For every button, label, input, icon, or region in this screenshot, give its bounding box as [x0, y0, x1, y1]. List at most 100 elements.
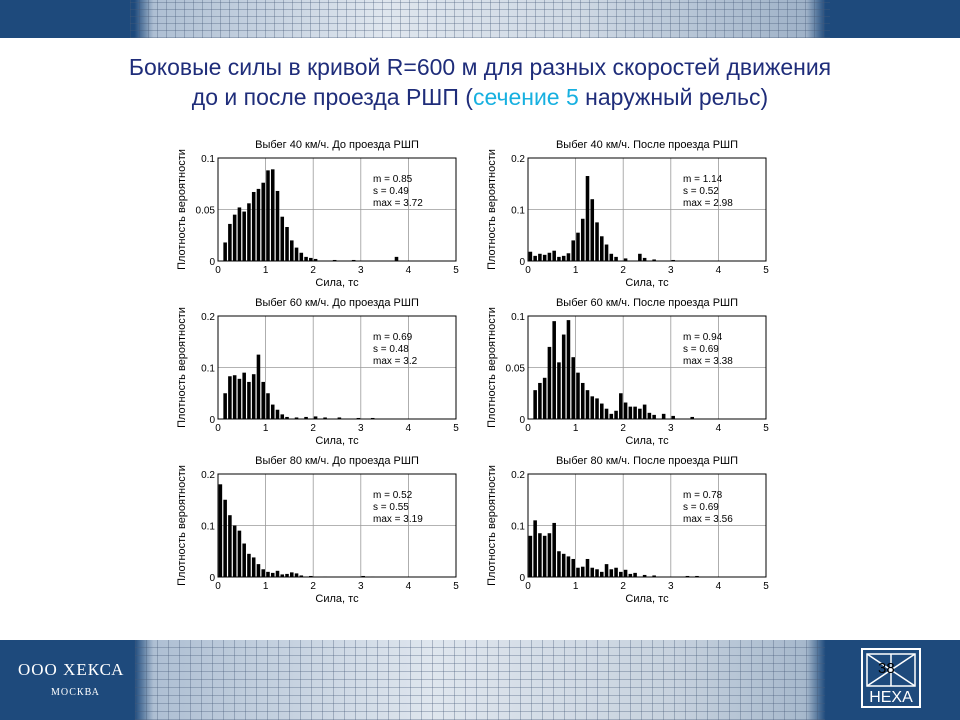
- histogram-bar: [261, 182, 265, 261]
- histogram-bar: [585, 558, 590, 577]
- histogram-bar: [547, 533, 552, 577]
- histogram-bar: [576, 372, 580, 419]
- histogram-bar: [304, 416, 308, 419]
- histogram-bar: [251, 557, 256, 577]
- x-tick-label: 5: [453, 581, 459, 592]
- histogram-bar: [218, 484, 223, 577]
- histogram-bar: [323, 417, 327, 419]
- plot-frame: [217, 157, 457, 262]
- plot-frame: [527, 157, 767, 262]
- x-tick-label: 3: [358, 265, 364, 276]
- histogram-bar: [270, 572, 275, 577]
- x-tick-label: 0: [525, 581, 531, 592]
- x-tick-label: 0: [215, 265, 221, 276]
- histogram-bar: [542, 377, 547, 419]
- histogram-bar: [547, 252, 552, 261]
- histogram-bar: [304, 256, 308, 261]
- chart-title: Выбег 80 км/ч. После проезда РШП: [556, 455, 738, 467]
- plot-frame: [527, 473, 767, 578]
- y-tick-label: 0.1: [201, 364, 215, 375]
- histogram-bar: [351, 259, 356, 261]
- histogram-bar: [228, 223, 232, 261]
- histogram-bar: [266, 393, 270, 419]
- stats-label: m = 0.52: [373, 490, 413, 501]
- histogram-bar: [600, 571, 604, 577]
- x-tick-label: 3: [358, 423, 364, 434]
- histogram-bar: [571, 240, 575, 261]
- y-axis-label: Плотность вероятности: [486, 465, 498, 586]
- histogram-bar: [275, 190, 280, 261]
- histogram-bar: [590, 199, 595, 261]
- x-tick-label: 0: [525, 423, 531, 434]
- histogram-bar: [600, 403, 604, 419]
- x-tick-label: 4: [406, 265, 412, 276]
- x-tick-label: 4: [406, 423, 412, 434]
- histogram-bar: [280, 414, 285, 419]
- x-tick-label: 4: [406, 581, 412, 592]
- histogram-bar: [547, 346, 552, 419]
- x-axis-label: Сила, тс: [315, 593, 359, 605]
- x-tick-label: 1: [573, 265, 579, 276]
- y-axis-label: Плотность вероятности: [176, 307, 188, 428]
- stats-label: m = 1.14: [683, 174, 723, 185]
- histogram-bar: [566, 556, 571, 577]
- y-tick-label: 0: [519, 415, 525, 426]
- histogram-bar: [652, 575, 656, 577]
- histogram-bar: [313, 258, 318, 261]
- histogram-bar: [280, 216, 285, 261]
- histogram-bar: [533, 520, 537, 577]
- histogram-bar: [280, 574, 285, 577]
- plot-frame: [217, 315, 457, 420]
- histogram-bar: [528, 535, 533, 577]
- x-tick-label: 1: [573, 581, 579, 592]
- slide-title: Боковые силы в кривой R=600 м для разных…: [0, 52, 960, 112]
- histogram-bar: [242, 211, 246, 261]
- histogram-bar: [275, 409, 280, 419]
- x-tick-label: 1: [573, 423, 579, 434]
- stats-label: s = 0.52: [683, 186, 719, 197]
- histogram-bar: [604, 408, 609, 419]
- y-axis-label: Плотность вероятности: [176, 149, 188, 270]
- x-tick-label: 4: [716, 265, 722, 276]
- histogram-bar: [609, 253, 614, 261]
- x-tick-label: 0: [525, 265, 531, 276]
- y-axis-label: Плотность вероятности: [486, 149, 498, 270]
- histogram-bar: [285, 573, 289, 577]
- histogram-bar: [614, 410, 618, 419]
- y-tick-label: 0.1: [201, 154, 215, 165]
- y-tick-label: 0.1: [511, 206, 525, 217]
- histogram-bar: [285, 227, 289, 261]
- x-tick-label: 2: [620, 265, 626, 276]
- histogram-bar: [394, 256, 399, 261]
- y-tick-label: 0.2: [511, 154, 525, 165]
- histogram-bar: [247, 553, 251, 577]
- slide-number: 38: [878, 660, 895, 677]
- histogram-bar: [251, 191, 256, 261]
- histogram-bar: [614, 567, 618, 577]
- histogram-panel-4: 0 1 2 3 4 5 0 0.05 0.1 Выбег 60 км/ч. После проез…: [486, 297, 769, 447]
- logo-text: HEXA: [869, 689, 913, 706]
- histogram-bar: [638, 408, 642, 419]
- chart-title: Выбег 40 км/ч. До проезда РШП: [255, 139, 419, 151]
- histogram-bar: [533, 255, 537, 261]
- stats-label: max = 3.72: [373, 198, 423, 209]
- histogram-bar: [638, 253, 642, 261]
- histogram-bar: [294, 247, 299, 261]
- stats-label: max = 3.56: [683, 514, 733, 525]
- histogram-bar: [361, 575, 365, 577]
- histogram-bar: [595, 398, 599, 419]
- histogram-bar: [251, 374, 256, 419]
- histogram-bar: [609, 569, 614, 577]
- histogram-bar: [690, 416, 694, 419]
- title-line-1: Боковые силы в кривой R=600 м для разных…: [128, 54, 832, 80]
- histogram-panel-5: 0 1 2 3 4 5 0 0.1 0.2 Выбег 80 км/ч. До проезда Р…: [176, 455, 459, 605]
- histogram-bar: [566, 253, 571, 261]
- x-tick-label: 5: [763, 423, 769, 434]
- histogram-bar: [633, 572, 637, 577]
- histogram-bar: [628, 406, 633, 419]
- hexa-logo-icon: HEXA: [861, 648, 921, 708]
- x-tick-label: 5: [453, 423, 459, 434]
- histogram-bar: [256, 354, 261, 419]
- chart-title: Выбег 60 км/ч. После проезда РШП: [556, 297, 738, 309]
- title-line-2: до и после проезда РШП (сечение 5 наружн…: [0, 82, 960, 112]
